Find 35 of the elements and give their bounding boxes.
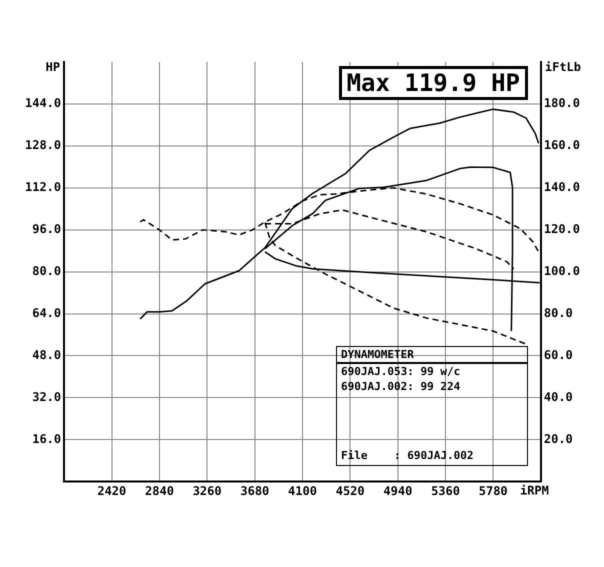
- x-tick-label: 2840: [145, 484, 174, 498]
- y2-tick-label: 140.0: [544, 180, 580, 194]
- y-tick-label: 48.0: [32, 348, 62, 362]
- x-tick-label: 4520: [336, 484, 365, 498]
- y2-tick-label: 20.0: [544, 432, 573, 446]
- annotation: File : 690JAJ.002: [340, 448, 474, 463]
- y-tick-label: 128.0: [25, 138, 62, 152]
- x-tick-label: 4100: [288, 484, 317, 498]
- y-axis-title: HP: [46, 60, 60, 74]
- x-tick-label: 3260: [192, 484, 222, 498]
- chart-title: Max 119.9 HP: [338, 66, 528, 100]
- y-tick-label: 32.0: [32, 390, 62, 404]
- x-tick-label: 2420: [97, 484, 126, 498]
- y2-tick-label: 120.0: [544, 222, 580, 236]
- y-tick-label: 144.0: [25, 96, 62, 110]
- y2-tick-label: 60.0: [544, 348, 573, 362]
- y-tick-label: 16.0: [32, 432, 62, 446]
- y2-tick-label: 40.0: [544, 390, 573, 404]
- y2-tick-label: 80.0: [544, 306, 573, 320]
- x-tick-label: 3680: [240, 484, 270, 498]
- y-tick-label: 64.0: [32, 306, 62, 320]
- y2-tick-label: 160.0: [544, 138, 580, 152]
- annotation: 690JAJ.053: 99 w/c: [340, 364, 462, 379]
- annotation: DYNAMOMETER: [337, 347, 527, 364]
- y2-tick-label: 100.0: [544, 264, 580, 278]
- x-axis-title: iRPM: [520, 484, 549, 498]
- y-tick-label: 112.0: [25, 180, 62, 194]
- x-tick-label: 5360: [431, 484, 460, 498]
- annotation: 690JAJ.002: 99 224: [340, 379, 462, 394]
- x-tick-label: 4940: [383, 484, 412, 498]
- y-tick-label: 96.0: [32, 222, 62, 236]
- y2-tick-label: 180.0: [544, 96, 580, 110]
- x-tick-label: 5780: [478, 484, 508, 498]
- y2-axis-title: iFtLb: [544, 60, 581, 74]
- y-tick-label: 80.0: [32, 264, 62, 278]
